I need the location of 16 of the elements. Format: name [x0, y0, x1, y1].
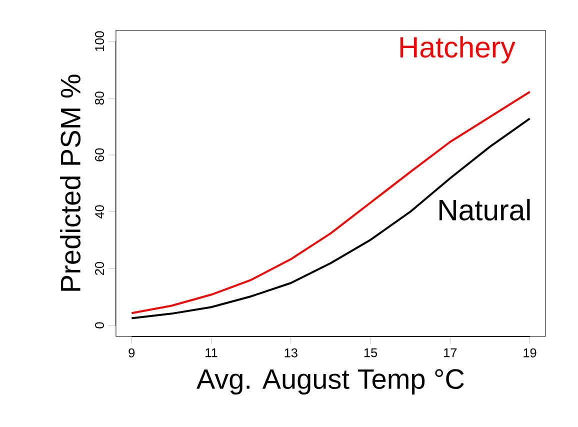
series-label: Hatchery	[400, 36, 516, 64]
y-tick-label: 60	[95, 148, 104, 162]
x-axis-title: Avg. August Temp °C	[196, 369, 464, 395]
x-tick-label: 17	[444, 348, 457, 358]
x-tick-label: 19	[524, 348, 536, 358]
y-axis-title: Predicted PSM %	[60, 74, 81, 291]
y-tick-label: 20	[95, 262, 104, 275]
y-tick-label: 80	[95, 92, 104, 105]
series-label: Natural	[440, 198, 530, 220]
x-tick-label: 13	[284, 348, 298, 358]
y-tick-label: 100	[95, 31, 104, 51]
x-tick-label: 9	[128, 348, 135, 358]
y-tick-label: 40	[95, 205, 104, 218]
x-tick-label: 11	[206, 348, 218, 358]
x-tick-label: 15	[364, 348, 378, 358]
y-tick-label: 0	[95, 322, 104, 328]
